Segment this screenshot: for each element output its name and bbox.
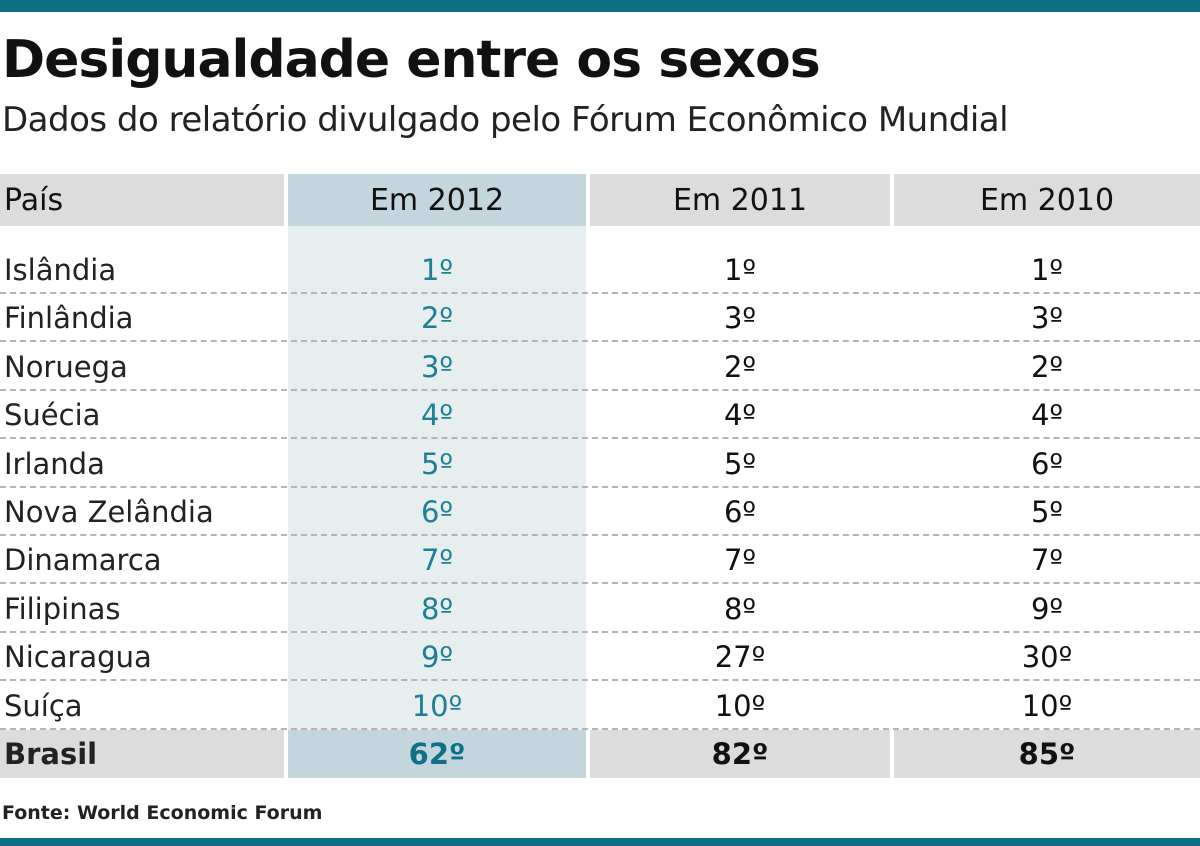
rank-2012-cell: 10º — [411, 689, 463, 723]
country-cell: Noruega — [4, 350, 128, 384]
header-2012: Em 2012 — [288, 174, 586, 226]
country-cell: Dinamarca — [4, 543, 162, 577]
country-cell: Islândia — [4, 253, 117, 287]
rank-2011-cell: 6º — [723, 495, 757, 529]
row-divider — [0, 437, 1200, 439]
rank-2012-cell: 4º — [420, 398, 454, 432]
row-divider — [0, 728, 1200, 730]
rank-2011-cell: 82º — [711, 737, 769, 771]
row-divider — [0, 534, 1200, 536]
brasil-row-bg-pais — [0, 730, 284, 778]
rank-2010-cell: 85º — [1018, 737, 1076, 771]
rank-2010-cell: 7º — [1030, 543, 1064, 577]
table-row: Nicaragua 9º 27º 30º — [0, 633, 1200, 681]
rank-2012-cell: 2º — [420, 301, 454, 335]
rank-2012-cell: 62º — [408, 737, 466, 771]
header-2011: Em 2011 — [590, 174, 890, 226]
rank-2011-cell: 2º — [723, 350, 757, 384]
rank-2010-cell: 4º — [1030, 398, 1064, 432]
table-row: Suécia 4º 4º 4º — [0, 391, 1200, 439]
rank-2010-cell: 10º — [1021, 689, 1073, 723]
brasil-row-bg-2011 — [590, 730, 890, 778]
rank-2011-cell: 7º — [723, 543, 757, 577]
table-row: Islândia 1º 1º 1º — [0, 246, 1200, 294]
rank-2011-cell: 27º — [714, 640, 766, 674]
rank-2012-cell: 6º — [420, 495, 454, 529]
country-cell: Filipinas — [4, 592, 121, 626]
rank-2012-cell: 7º — [420, 543, 454, 577]
rank-2011-cell: 8º — [723, 592, 757, 626]
rank-2011-cell: 3º — [723, 301, 757, 335]
chart-subtitle: Dados do relatório divulgado pelo Fórum … — [2, 100, 1009, 140]
rank-2011-cell: 10º — [714, 689, 766, 723]
source-note: Fonte: World Economic Forum — [2, 802, 323, 824]
country-cell: Irlanda — [4, 447, 105, 481]
country-cell: Nicaragua — [4, 640, 152, 674]
row-divider — [0, 631, 1200, 633]
table-row: Finlândia 2º 3º 3º — [0, 294, 1200, 342]
rank-2010-cell: 9º — [1030, 592, 1064, 626]
header-2010: Em 2010 — [894, 174, 1200, 226]
rank-2011-cell: 1º — [723, 253, 757, 287]
rank-2011-cell: 4º — [723, 398, 757, 432]
country-cell: Finlândia — [4, 301, 134, 335]
header-pais: País — [0, 174, 284, 226]
table-row: Suíça 10º 10º 10º — [0, 682, 1200, 730]
rank-2010-cell: 2º — [1030, 350, 1064, 384]
table-row: Filipinas 8º 8º 9º — [0, 585, 1200, 633]
table-row: Nova Zelândia 6º 6º 5º — [0, 488, 1200, 536]
rank-2012-cell: 5º — [420, 447, 454, 481]
country-cell: Nova Zelândia — [4, 495, 214, 529]
rank-2010-cell: 5º — [1030, 495, 1064, 529]
table-row: Irlanda 5º 5º 6º — [0, 440, 1200, 488]
rank-2010-cell: 30º — [1021, 640, 1073, 674]
rank-2011-cell: 5º — [723, 447, 757, 481]
table-row: Noruega 3º 2º 2º — [0, 343, 1200, 391]
rank-2010-cell: 6º — [1030, 447, 1064, 481]
top-accent-rule — [0, 0, 1200, 12]
table-row-brasil: Brasil 62º 82º 85º — [0, 730, 1200, 778]
row-divider — [0, 389, 1200, 391]
table-row: Dinamarca 7º 7º 7º — [0, 536, 1200, 584]
country-cell: Suécia — [4, 398, 101, 432]
row-divider — [0, 582, 1200, 584]
row-divider — [0, 679, 1200, 681]
chart-title: Desigualdade entre os sexos — [2, 30, 821, 90]
brasil-row-bg-2012 — [288, 730, 586, 778]
brasil-row-bg-2010 — [894, 730, 1200, 778]
rank-2010-cell: 3º — [1030, 301, 1064, 335]
highlight-column-2012 — [288, 174, 586, 778]
rank-2012-cell: 3º — [420, 350, 454, 384]
rank-2012-cell: 8º — [420, 592, 454, 626]
bottom-accent-rule — [0, 838, 1200, 846]
rank-2012-cell: 9º — [420, 640, 454, 674]
row-divider — [0, 340, 1200, 342]
country-cell: Suíça — [4, 689, 83, 723]
rank-2010-cell: 1º — [1030, 253, 1064, 287]
row-divider — [0, 486, 1200, 488]
rank-2012-cell: 1º — [420, 253, 454, 287]
row-divider — [0, 292, 1200, 294]
country-cell: Brasil — [4, 737, 98, 771]
